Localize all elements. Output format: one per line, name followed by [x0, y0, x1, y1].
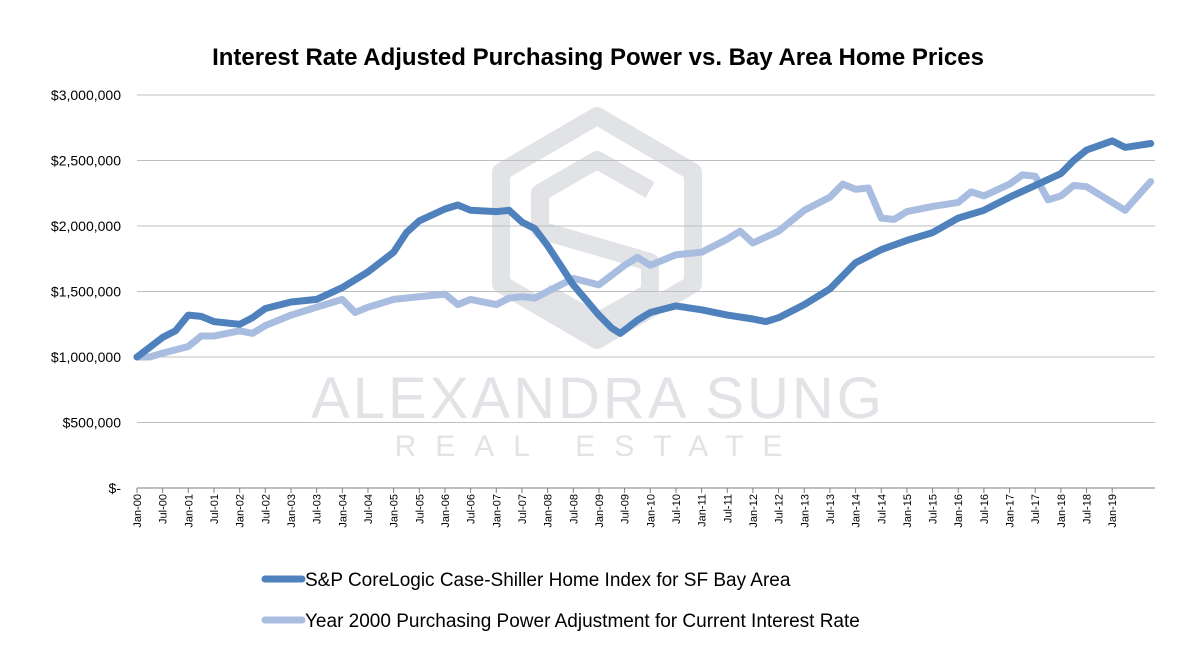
x-tick-label: Jan-06 [440, 494, 452, 528]
x-tick-label: Jan-11 [697, 494, 709, 527]
x-tick-label: Jan-00 [132, 494, 144, 528]
x-tick-label: Jan-17 [1005, 494, 1017, 528]
x-tick-label: Jul-00 [158, 494, 170, 524]
x-tick-label: Jul-02 [260, 494, 272, 524]
x-tick-label: Jul-05 [414, 494, 426, 524]
y-tick-label: $3,000,000 [51, 87, 121, 103]
x-axis-ticks: Jan-00 Jul-00 Jan-01 Jul-01 Jan-02 Jul-02 Jan-… [132, 488, 1119, 528]
x-tick-label: Jul-08 [568, 494, 580, 524]
x-tick-label: Jan-09 [594, 494, 606, 528]
watermark-sub: REAL ESTATE [395, 430, 802, 463]
x-tick-label: Jul-03 [312, 494, 324, 524]
x-tick-label: Jul-11 [722, 494, 734, 523]
hexagon-s-logo-icon [492, 107, 702, 349]
x-tick-label: Jul-13 [825, 494, 837, 524]
y-tick-label: $2,500,000 [51, 153, 121, 169]
x-tick-label: Jul-06 [466, 494, 478, 524]
x-tick-label: Jan-14 [851, 494, 863, 528]
legend: S&P CoreLogic Case-Shiller Home Index fo… [261, 570, 860, 632]
x-tick-label: Jan-03 [286, 494, 298, 528]
y-tick-label: $500,000 [63, 415, 122, 431]
series-line-purchasing-power [133, 171, 1155, 361]
x-tick-label: Jan-02 [235, 494, 247, 528]
x-tick-label: Jan-12 [748, 494, 760, 528]
x-tick-label: Jan-08 [543, 494, 555, 528]
x-tick-label: Jul-18 [1082, 494, 1094, 524]
x-tick-label: Jul-04 [363, 494, 375, 524]
y-axis-ticks: $- $500,000 $1,000,000 $1,500,000 $2,000,000… [51, 87, 121, 496]
x-tick-label: Jul-16 [979, 494, 991, 524]
x-tick-label: Jul-14 [876, 494, 888, 524]
series-lines [133, 137, 1155, 361]
gridlines [137, 94, 1155, 489]
x-tick-label: Jan-04 [337, 494, 349, 528]
y-tick-label: $2,000,000 [51, 218, 121, 234]
x-tick-label: Jan-07 [491, 494, 503, 528]
x-tick-label: Jan-18 [1056, 494, 1068, 528]
x-tick-label: Jan-10 [645, 494, 657, 528]
legend-label-purchasing-power: Year 2000 Purchasing Power Adjustment fo… [305, 611, 860, 632]
y-tick-label: $1,000,000 [51, 349, 121, 365]
y-tick-label: $- [109, 480, 122, 496]
y-tick-label: $1,500,000 [51, 284, 121, 300]
x-tick-label: Jan-05 [389, 494, 401, 528]
x-tick-label: Jul-10 [671, 494, 683, 524]
watermark-name: ALEXANDRA SUNG [311, 366, 885, 431]
watermark: ALEXANDRA SUNG REAL ESTATE [311, 107, 885, 463]
x-tick-label: Jul-17 [1030, 494, 1042, 524]
x-tick-label: Jan-01 [183, 494, 195, 528]
x-tick-label: Jan-16 [953, 494, 965, 528]
chart-title: Interest Rate Adjusted Purchasing Power … [212, 44, 984, 71]
x-tick-label: Jan-15 [902, 494, 914, 528]
series-line-case-shiller [133, 137, 1155, 361]
legend-label-case-shiller: S&P CoreLogic Case-Shiller Home Index fo… [305, 570, 791, 591]
x-tick-label: Jul-12 [774, 494, 786, 524]
x-tick-label: Jul-09 [620, 494, 632, 524]
x-tick-label: Jan-19 [1107, 494, 1119, 528]
x-tick-label: Jul-07 [517, 494, 529, 524]
x-tick-label: Jul-15 [928, 494, 940, 524]
x-tick-label: Jan-13 [799, 494, 811, 528]
x-tick-label: Jul-01 [209, 494, 221, 524]
